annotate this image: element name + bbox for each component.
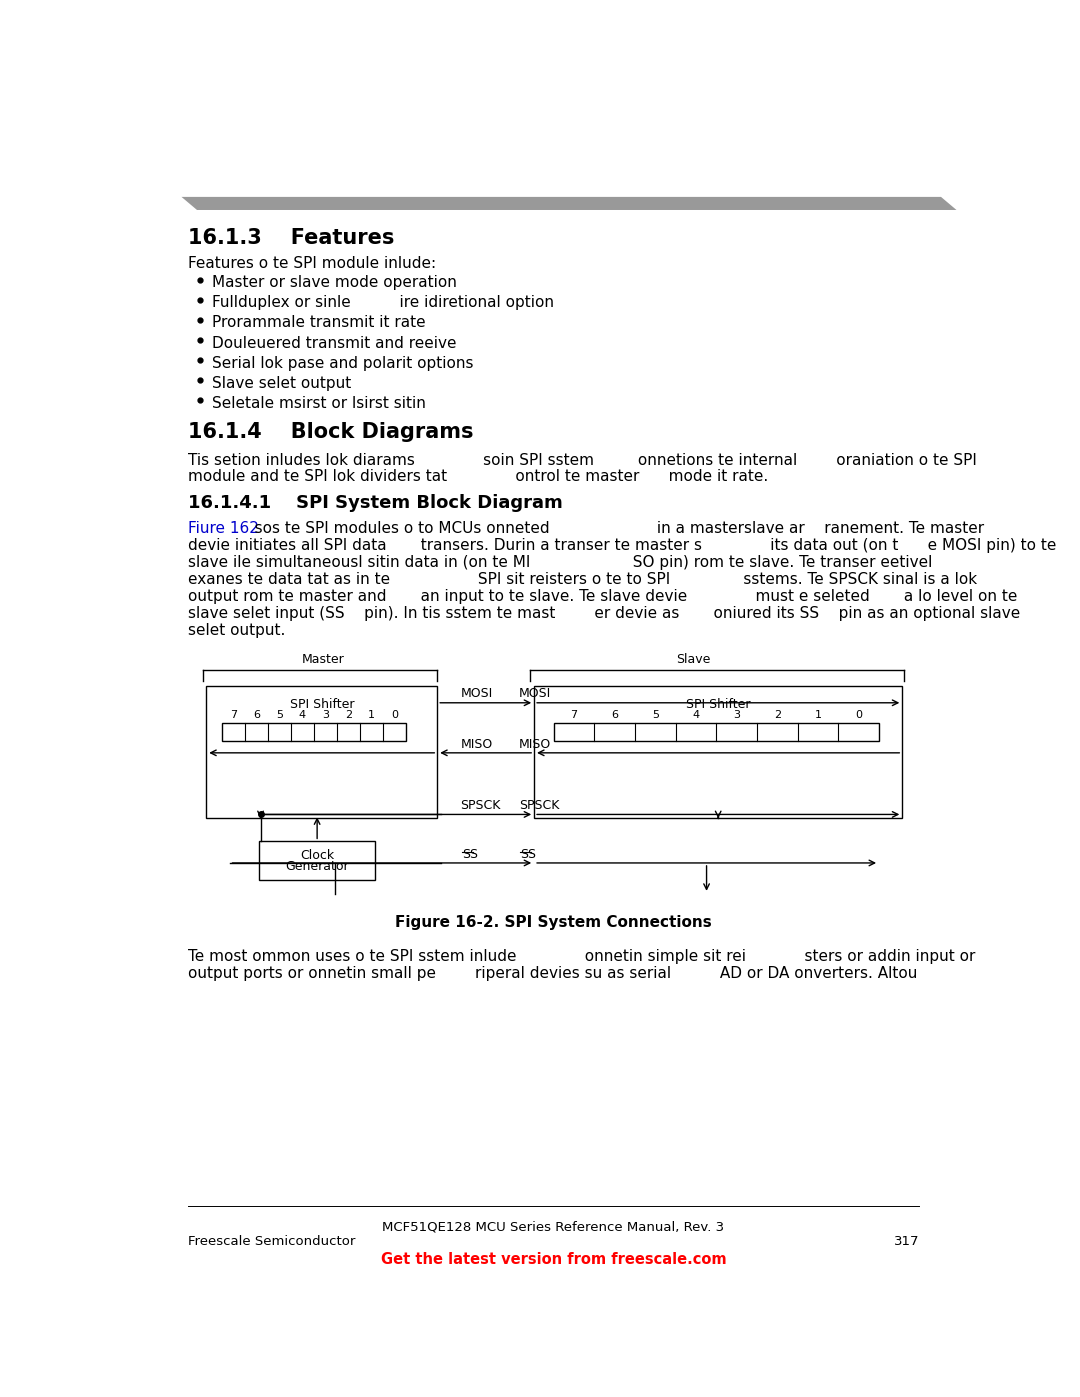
Text: MCF51QE128 MCU Series Reference Manual, Rev. 3: MCF51QE128 MCU Series Reference Manual, … <box>382 1221 725 1234</box>
Text: 3: 3 <box>322 711 329 721</box>
Text: SPI Shifter: SPI Shifter <box>289 698 354 711</box>
Text: 1: 1 <box>814 711 822 721</box>
Text: 0: 0 <box>391 711 399 721</box>
Text: Figure 16-2. SPI System Connections: Figure 16-2. SPI System Connections <box>395 915 712 929</box>
Text: 16.1.4    Block Diagrams: 16.1.4 Block Diagrams <box>188 422 473 441</box>
Text: 6: 6 <box>611 711 618 721</box>
Text: output ports or onnetin small pe        riperal devies su as serial          AD : output ports or onnetin small pe riperal… <box>188 967 917 981</box>
Text: Freescale Semiconductor: Freescale Semiconductor <box>188 1235 355 1248</box>
Text: SS: SS <box>521 848 536 861</box>
Text: MISO: MISO <box>460 738 492 750</box>
Bar <box>554 722 879 742</box>
Text: 6: 6 <box>253 711 260 721</box>
Polygon shape <box>181 197 957 210</box>
Text: exanes te data tat as in te                  SPI sit reisters o te to SPI       : exanes te data tat as in te SPI sit reis… <box>188 571 976 587</box>
Bar <box>259 841 375 880</box>
Text: Slave selet output: Slave selet output <box>213 376 352 391</box>
Text: 16.1.4.1    SPI System Block Diagram: 16.1.4.1 SPI System Block Diagram <box>188 495 563 513</box>
Text: Master: Master <box>302 652 345 666</box>
Text: MOSI: MOSI <box>518 687 551 700</box>
Text: 1: 1 <box>368 711 375 721</box>
Text: selet output.: selet output. <box>188 623 285 637</box>
Text: 16.1.3    Features: 16.1.3 Features <box>188 228 394 247</box>
Text: module and te SPI lok dividers tat              ontrol te master      mode it ra: module and te SPI lok dividers tat ontro… <box>188 469 768 485</box>
Text: 0: 0 <box>855 711 862 721</box>
Text: Master or slave mode operation: Master or slave mode operation <box>213 275 457 291</box>
Text: Features o te SPI module inlude:: Features o te SPI module inlude: <box>188 256 436 271</box>
Text: 5: 5 <box>651 711 659 721</box>
Text: sos te SPI modules o to MCUs onneted                      in a masterslave ar   : sos te SPI modules o to MCUs onneted in … <box>241 521 985 536</box>
Bar <box>535 686 902 819</box>
Text: SPSCK: SPSCK <box>460 799 501 812</box>
Text: Fiure 162: Fiure 162 <box>188 521 258 536</box>
Text: slave ile simultaneousl sitin data in (on te MI                     SO pin) rom : slave ile simultaneousl sitin data in (o… <box>188 555 932 570</box>
Text: 5: 5 <box>276 711 283 721</box>
Text: MISO: MISO <box>518 738 551 750</box>
Text: output rom te master and       an input to te slave. Te slave devie             : output rom te master and an input to te … <box>188 588 1017 604</box>
Text: Clock: Clock <box>300 849 334 862</box>
Bar <box>206 686 437 819</box>
Text: 4: 4 <box>299 711 306 721</box>
Text: slave selet input (SS    pin). In tis sstem te mast        er devie as       oni: slave selet input (SS pin). In tis sstem… <box>188 606 1020 620</box>
Text: SPSCK: SPSCK <box>518 799 559 812</box>
Text: 317: 317 <box>894 1235 919 1248</box>
Text: Serial lok pase and polarit options: Serial lok pase and polarit options <box>213 355 474 370</box>
Text: MOSI: MOSI <box>460 687 492 700</box>
Text: Te most ommon uses o te SPI sstem inlude              onnetin simple sit rei    : Te most ommon uses o te SPI sstem inlude… <box>188 949 975 964</box>
Text: Get the latest version from freescale.com: Get the latest version from freescale.co… <box>380 1252 727 1267</box>
Text: SPI Shifter: SPI Shifter <box>686 698 751 711</box>
Text: Douleuered transmit and reeive: Douleuered transmit and reeive <box>213 335 457 351</box>
Text: 4: 4 <box>692 711 700 721</box>
Text: Prorammale transmit it rate: Prorammale transmit it rate <box>213 316 427 331</box>
Text: 7: 7 <box>230 711 237 721</box>
Text: Generator: Generator <box>285 859 349 873</box>
Text: SS: SS <box>462 848 478 861</box>
Text: Tis setion inludes lok diarams              soin SPI sstem         onnetions te : Tis setion inludes lok diarams soin SPI … <box>188 453 976 468</box>
Text: devie initiates all SPI data       transers. Durin a transer te master s        : devie initiates all SPI data transers. D… <box>188 538 1056 553</box>
Text: Seletale msirst or lsirst sitin: Seletale msirst or lsirst sitin <box>213 395 427 411</box>
Text: 2: 2 <box>345 711 352 721</box>
Text: Fullduplex or sinle          ire idiretional option: Fullduplex or sinle ire idiretional opti… <box>213 295 554 310</box>
Text: Slave: Slave <box>676 652 711 666</box>
Bar <box>221 722 406 742</box>
Text: 7: 7 <box>570 711 578 721</box>
Text: 3: 3 <box>733 711 740 721</box>
Text: 2: 2 <box>773 711 781 721</box>
